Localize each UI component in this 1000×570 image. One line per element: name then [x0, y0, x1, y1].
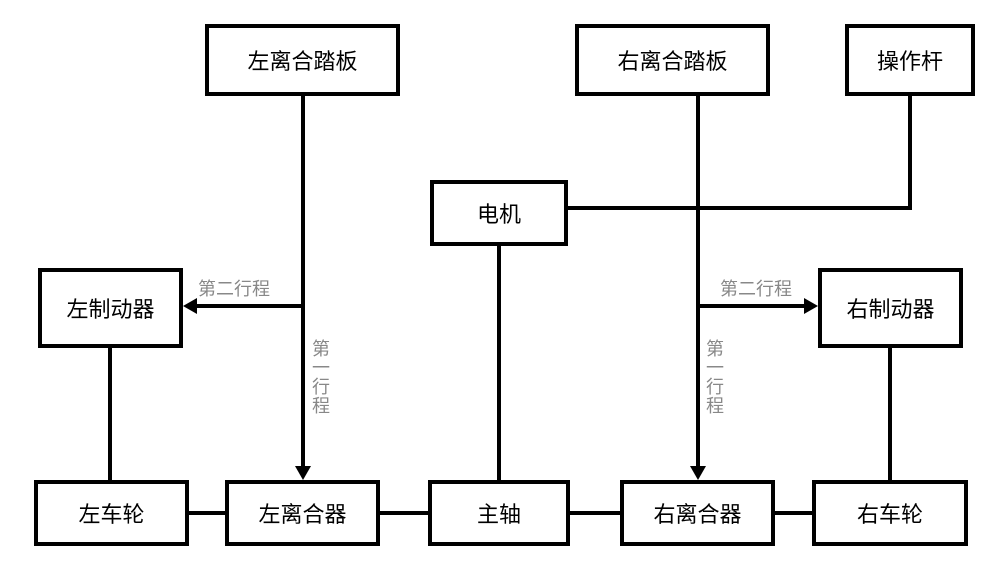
edge-lbrake-lwheel: [108, 348, 112, 480]
arrow-left-icon: [183, 298, 197, 314]
node-right-clutch-pedal: 右离合踏板: [575, 24, 770, 96]
node-label: 右制动器: [846, 292, 934, 324]
edge-rcp-down: [696, 96, 700, 468]
edge-rcp-rbrake: [696, 304, 804, 308]
arrow-down-icon: [690, 466, 706, 480]
edge-lever-down: [908, 96, 912, 210]
node-label: 右离合踏板: [617, 44, 727, 76]
node-label: 左离合器: [258, 497, 346, 529]
arrow-down-icon: [295, 466, 311, 480]
edge-motor-spindle: [497, 246, 501, 480]
node-motor: 电机: [430, 180, 568, 246]
node-op-lever: 操作杆: [845, 24, 975, 96]
node-right-brake: 右制动器: [818, 268, 963, 348]
node-label: 右车轮: [857, 497, 923, 529]
edge-lw-lc: [189, 511, 225, 515]
edge-label-second-stroke-left: 第二行程: [198, 280, 270, 299]
edge-lcp-down: [301, 96, 305, 468]
edge-label-first-stroke-right: 第一行程: [706, 340, 724, 416]
edge-label-first-stroke-left: 第一行程: [312, 340, 330, 416]
node-spindle: 主轴: [428, 480, 570, 546]
edge-sp-rc: [570, 511, 620, 515]
arrow-right-icon: [804, 298, 818, 314]
node-right-clutch: 右离合器: [620, 480, 775, 546]
node-left-brake: 左制动器: [38, 268, 183, 348]
node-label: 左车轮: [78, 497, 144, 529]
edge-rc-rw: [775, 511, 812, 515]
node-label: 左离合踏板: [247, 44, 357, 76]
edge-rbrake-rwheel: [888, 348, 892, 480]
node-label: 左制动器: [66, 292, 154, 324]
edge-lcp-lbrake: [197, 304, 305, 308]
node-label: 操作杆: [877, 44, 943, 76]
edge-motor-right: [568, 206, 910, 210]
node-left-clutch-pedal: 左离合踏板: [205, 24, 400, 96]
node-label: 主轴: [477, 497, 521, 529]
edge-label-second-stroke-right: 第二行程: [720, 280, 792, 299]
node-label: 电机: [477, 197, 521, 229]
node-right-wheel: 右车轮: [812, 480, 968, 546]
edge-lc-sp: [380, 511, 428, 515]
node-left-clutch: 左离合器: [225, 480, 380, 546]
node-label: 右离合器: [653, 497, 741, 529]
node-left-wheel: 左车轮: [34, 480, 189, 546]
